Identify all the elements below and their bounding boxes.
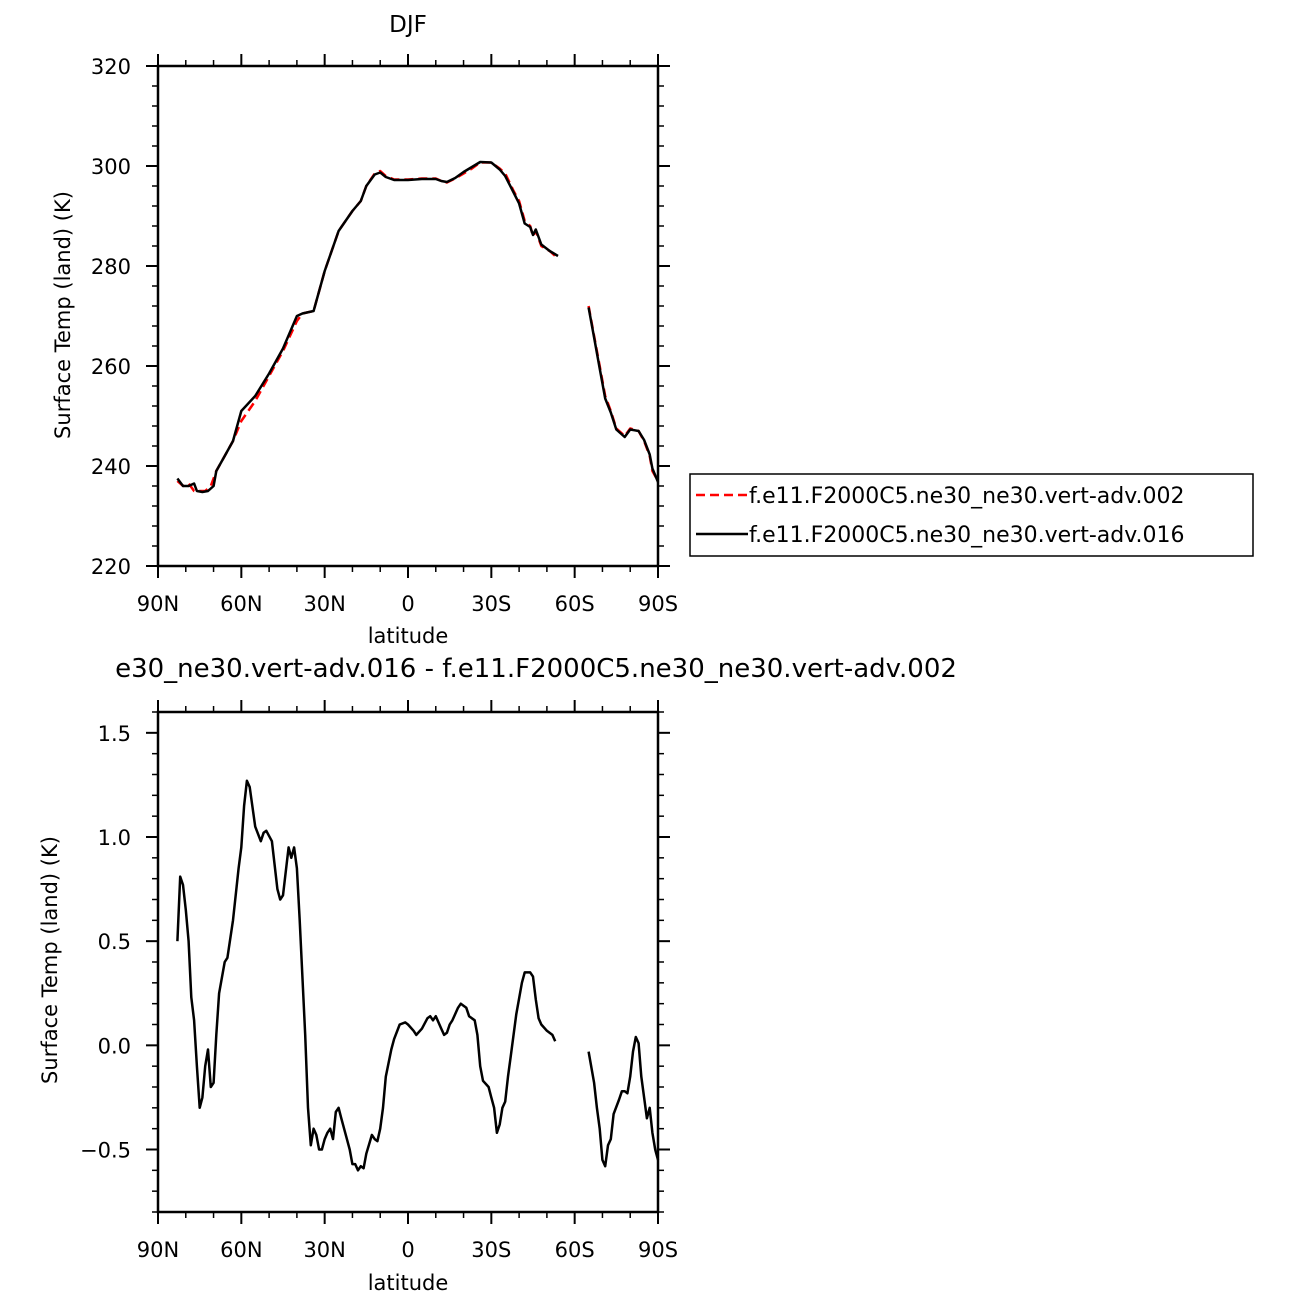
top-chart-legend: f.e11.F2000C5.ne30_ne30.vert-adv.002 f.e1… <box>689 473 1254 557</box>
bottom-y-tick-label: −0.5 <box>80 1139 131 1163</box>
bottom-chart-plot-area: 90N 60N 30N 0 30S 60S 90S −0.5 0.0 0.5 1.0 1.5 <box>80 700 678 1262</box>
bottom-y-tick-label: 1.0 <box>98 826 131 850</box>
bottom-chart-title: e30_ne30.vert-adv.016 - f.e11.F2000C5.ne… <box>115 654 957 684</box>
top-y-tick-label: 320 <box>91 55 131 79</box>
top-chart-title: DJF <box>389 12 427 38</box>
bottom-chart-xlabel: latitude <box>368 1271 449 1295</box>
top-chart-ylabel: Surface Temp (land) (K) <box>51 191 75 439</box>
top-x-tick-label: 60N <box>220 592 262 616</box>
top-x-tick-label: 60S <box>555 592 595 616</box>
top-x-tick-label: 90N <box>137 592 179 616</box>
bottom-x-tick-label: 90S <box>638 1238 678 1262</box>
legend-label-1: f.e11.F2000C5.ne30_ne30.vert-adv.016 <box>749 523 1185 548</box>
top-y-tick-label: 280 <box>91 255 131 279</box>
top-chart: DJF latitude Surface Temp (land) (K) 90N… <box>51 12 1254 648</box>
top-y-tick-label: 220 <box>91 555 131 579</box>
top-series-0-line-segment-0 <box>176 161 559 493</box>
top-y-tick-label: 260 <box>91 355 131 379</box>
bottom-chart: e30_ne30.vert-adv.016 - f.e11.F2000C5.ne… <box>38 654 957 1295</box>
top-series-1-line-segment-1 <box>587 307 660 483</box>
top-x-tick-label: 0 <box>401 592 414 616</box>
bottom-x-tick-label: 30S <box>471 1238 511 1262</box>
bottom-x-tick-label: 60S <box>555 1238 595 1262</box>
bottom-y-tick-label: 0.0 <box>98 1034 131 1058</box>
top-series-1-line-segment-0 <box>176 160 559 494</box>
bottom-y-tick-label: 1.5 <box>98 722 131 746</box>
top-chart-plot-area: 90N 60N 30N 0 30S 60S 90S 220 240 260 280 300 320 <box>91 54 678 616</box>
top-y-tick-label: 300 <box>91 155 131 179</box>
bottom-series-0-line-segment-0 <box>176 779 557 1172</box>
top-x-tick-label: 90S <box>638 592 678 616</box>
bottom-x-tick-label: 90N <box>137 1238 179 1262</box>
top-x-tick-label: 30S <box>471 592 511 616</box>
legend-label-0: f.e11.F2000C5.ne30_ne30.vert-adv.002 <box>749 484 1185 509</box>
bottom-x-tick-label: 60N <box>220 1238 262 1262</box>
top-x-tick-label: 30N <box>303 592 345 616</box>
top-chart-xlabel: latitude <box>368 624 449 648</box>
bottom-x-tick-label: 30N <box>303 1238 345 1262</box>
top-plot-frame <box>156 64 660 568</box>
top-y-tick-label: 240 <box>91 455 131 479</box>
bottom-x-tick-label: 0 <box>401 1238 414 1262</box>
bottom-chart-ylabel: Surface Temp (land) (K) <box>38 836 62 1084</box>
top-series-0-line-segment-1 <box>587 305 660 482</box>
bottom-y-tick-label: 0.5 <box>98 930 131 954</box>
legend-box <box>689 473 1254 557</box>
bottom-plot-frame <box>156 710 660 1214</box>
bottom-series-0-line-segment-1 <box>587 1035 660 1168</box>
